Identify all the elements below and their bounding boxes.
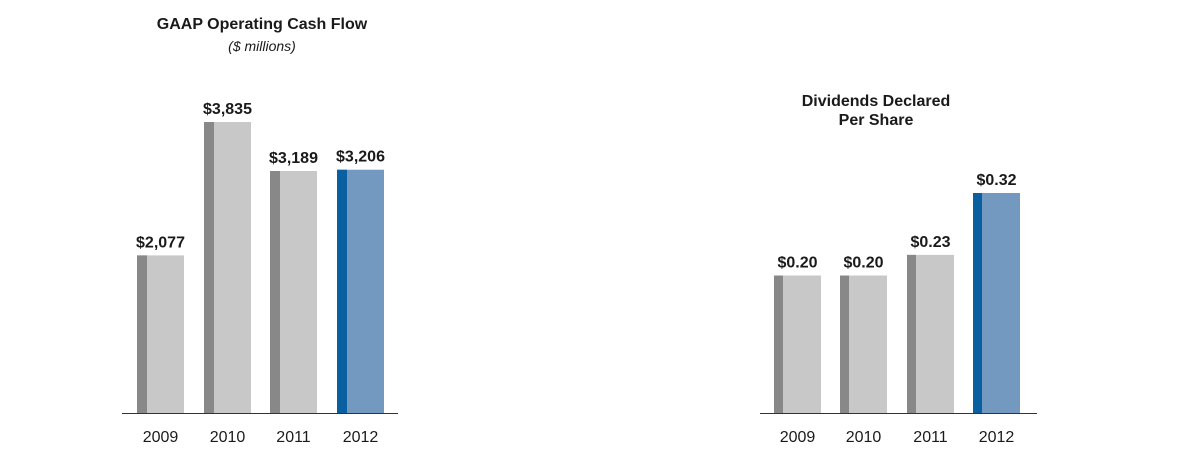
chart-title-line-2: Per Share [839,112,914,129]
bar-edge-2012 [337,169,347,413]
chart-title: GAAP Operating Cash Flow [157,16,368,33]
x-tick-label: 2011 [276,429,311,446]
data-label: $2,077 [136,234,185,251]
bar-edge-2011 [907,254,916,413]
bar-edge-2012 [973,193,982,413]
chart-dividends: Dividends Declared Per Share $0.202009$0… [760,93,1037,446]
x-tick-label: 2010 [210,429,246,446]
chart-marks: $0.20 2009 $0.20 2010 $0.23 2011 $0.32 2012 [760,172,1037,446]
bar-edge-2011 [270,171,280,413]
bar-edge-2010 [840,275,849,413]
x-tick-label: 2009 [780,429,816,446]
x-tick-label: 2011 [913,429,948,446]
data-label: $0.20 [843,255,883,272]
data-label: $3,206 [336,149,385,166]
chart-cash-flow: GAAP Operating Cash Flow ($ millions) $2… [122,16,398,446]
data-label: $3,835 [203,101,252,118]
x-tick-label: 2010 [846,429,882,446]
data-label: $0.32 [976,172,1016,189]
x-tick-label: 2009 [143,429,179,446]
chart-title-line-1: Dividends Declared [802,93,951,110]
x-tick-label: 2012 [343,429,379,446]
bar-edge-2009 [774,275,783,413]
data-label: $0.20 [777,255,817,272]
data-label: $3,189 [269,150,318,167]
chart-marks: $2,077 2009 $3,835 2010 $3,189 2011 $3,206 2012 [122,101,398,446]
bar-edge-2009 [137,255,147,413]
bar-edge-2010 [204,122,214,413]
chart-subtitle: ($ millions) [228,38,296,54]
data-label: $0.23 [910,234,950,251]
x-tick-label: 2012 [979,429,1015,446]
